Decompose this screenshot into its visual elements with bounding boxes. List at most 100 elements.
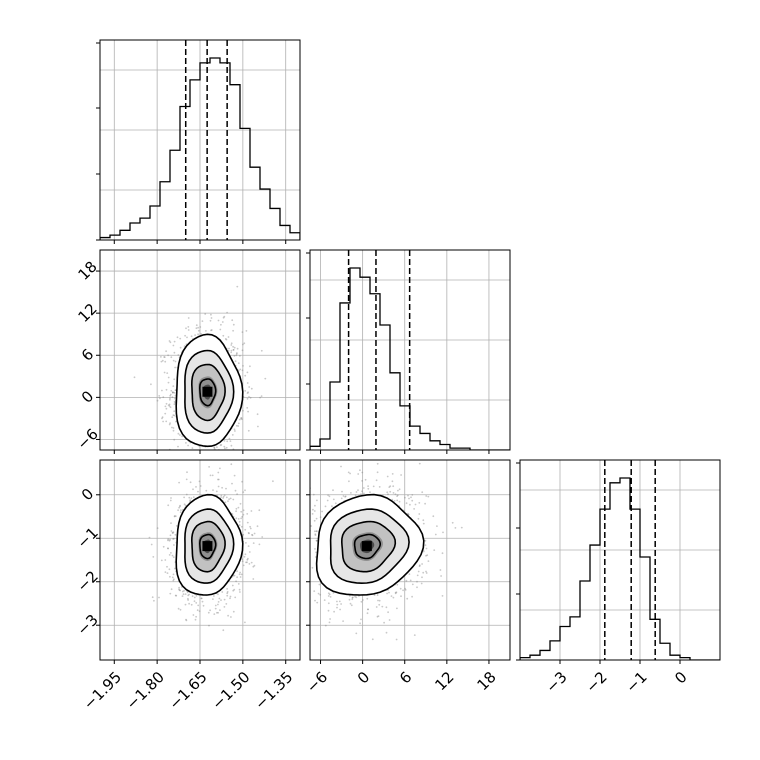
scatter-point xyxy=(421,576,423,579)
scatter-point xyxy=(236,347,239,350)
scatter-point xyxy=(226,311,229,314)
scatter-point xyxy=(247,557,249,560)
scatter-point xyxy=(232,323,235,326)
scatter-point xyxy=(187,594,190,597)
scatter-point xyxy=(173,340,176,343)
scatter-point xyxy=(246,392,249,394)
scatter-point xyxy=(179,608,182,611)
scatter-point xyxy=(186,591,189,594)
scatter-point xyxy=(239,455,241,457)
scatter-point xyxy=(247,429,250,432)
scatter-point xyxy=(242,409,244,412)
scatter-point xyxy=(331,505,333,508)
panel-frame-2-0 xyxy=(99,459,301,661)
scatter-point xyxy=(361,471,364,474)
scatter-point xyxy=(258,509,261,512)
scatter-point xyxy=(236,352,238,354)
ytick-label-2-3: 0 xyxy=(78,485,97,504)
scatter-point xyxy=(172,579,175,582)
scatter-point xyxy=(249,396,252,399)
scatter-point xyxy=(394,592,397,595)
scatter-point xyxy=(160,356,162,358)
scatter-point xyxy=(362,599,364,601)
scatter-point xyxy=(372,485,375,488)
scatter-point xyxy=(171,532,174,534)
scatter-point xyxy=(416,574,419,577)
scatter-point xyxy=(387,493,389,496)
scatter-point xyxy=(222,497,225,499)
scatter-point xyxy=(231,584,234,587)
scatter-point xyxy=(247,410,250,413)
scatter-point xyxy=(211,474,214,477)
scatter-point xyxy=(199,485,202,487)
scatter-point xyxy=(161,417,163,420)
scatter-point xyxy=(425,554,427,557)
scatter-point xyxy=(249,365,251,368)
scatter-point xyxy=(342,495,345,497)
scatter-point xyxy=(342,620,344,622)
xtick-label-1-2: 6 xyxy=(396,668,415,687)
scatter-point xyxy=(195,450,197,452)
scatter-point xyxy=(441,595,444,597)
scatter-point xyxy=(210,317,213,319)
scatter-point xyxy=(418,565,421,568)
scatter-point xyxy=(361,480,363,482)
scatter-point xyxy=(185,478,188,481)
scatter-point xyxy=(187,326,190,328)
scatter-point xyxy=(197,604,200,607)
scatter-point xyxy=(170,588,173,591)
scatter-point xyxy=(422,571,425,574)
scatter-point xyxy=(232,345,235,348)
scatter-point xyxy=(244,489,246,492)
scatter-point xyxy=(174,397,176,400)
scatter-point xyxy=(318,583,321,586)
scatter-point xyxy=(376,462,379,465)
scatter-point xyxy=(171,554,174,557)
scatter-point xyxy=(313,510,316,512)
scatter-point xyxy=(168,568,171,571)
scatter-point xyxy=(324,624,327,627)
scatter-point xyxy=(308,558,310,560)
scatter-point xyxy=(338,600,341,603)
ytick-label-2-1: −2 xyxy=(73,567,101,595)
scatter-point xyxy=(172,427,175,429)
scatter-point xyxy=(238,573,241,576)
scatter-point xyxy=(169,406,172,409)
scatter-point xyxy=(306,571,308,573)
scatter-point xyxy=(315,530,318,533)
scatter-point xyxy=(340,497,343,500)
scatter-point xyxy=(190,335,193,338)
scatter-point xyxy=(185,618,187,621)
scatter-point xyxy=(425,547,428,550)
scatter-point xyxy=(183,589,185,592)
scatter-point xyxy=(174,533,177,536)
scatter-point xyxy=(293,521,295,523)
scatter-point xyxy=(179,346,182,349)
scatter-point xyxy=(194,466,196,468)
scatter-point xyxy=(162,545,165,548)
scatter-point xyxy=(321,510,323,513)
scatter-point xyxy=(188,602,191,605)
scatter-point xyxy=(407,513,410,516)
scatter-point xyxy=(181,595,184,597)
scatter-point xyxy=(226,588,229,590)
scatter-point xyxy=(223,440,226,442)
scatter-point xyxy=(208,624,210,627)
xtick-label-0-3: −1.50 xyxy=(208,668,253,713)
scatter-point xyxy=(396,583,399,586)
scatter-point xyxy=(229,440,232,442)
scatter-point xyxy=(317,592,320,595)
scatter-point xyxy=(205,330,207,332)
scatter-point xyxy=(249,525,252,528)
scatter-point xyxy=(241,515,244,518)
scatter-point xyxy=(232,610,235,613)
scatter-point xyxy=(172,385,175,387)
scatter-point xyxy=(411,494,414,496)
scatter-point xyxy=(217,319,220,322)
scatter-point xyxy=(158,596,160,599)
scatter-point xyxy=(172,573,175,576)
scatter-point xyxy=(237,362,240,365)
contour-2-0-1 xyxy=(184,508,235,584)
scatter-point xyxy=(170,464,172,466)
scatter-point xyxy=(195,486,197,488)
